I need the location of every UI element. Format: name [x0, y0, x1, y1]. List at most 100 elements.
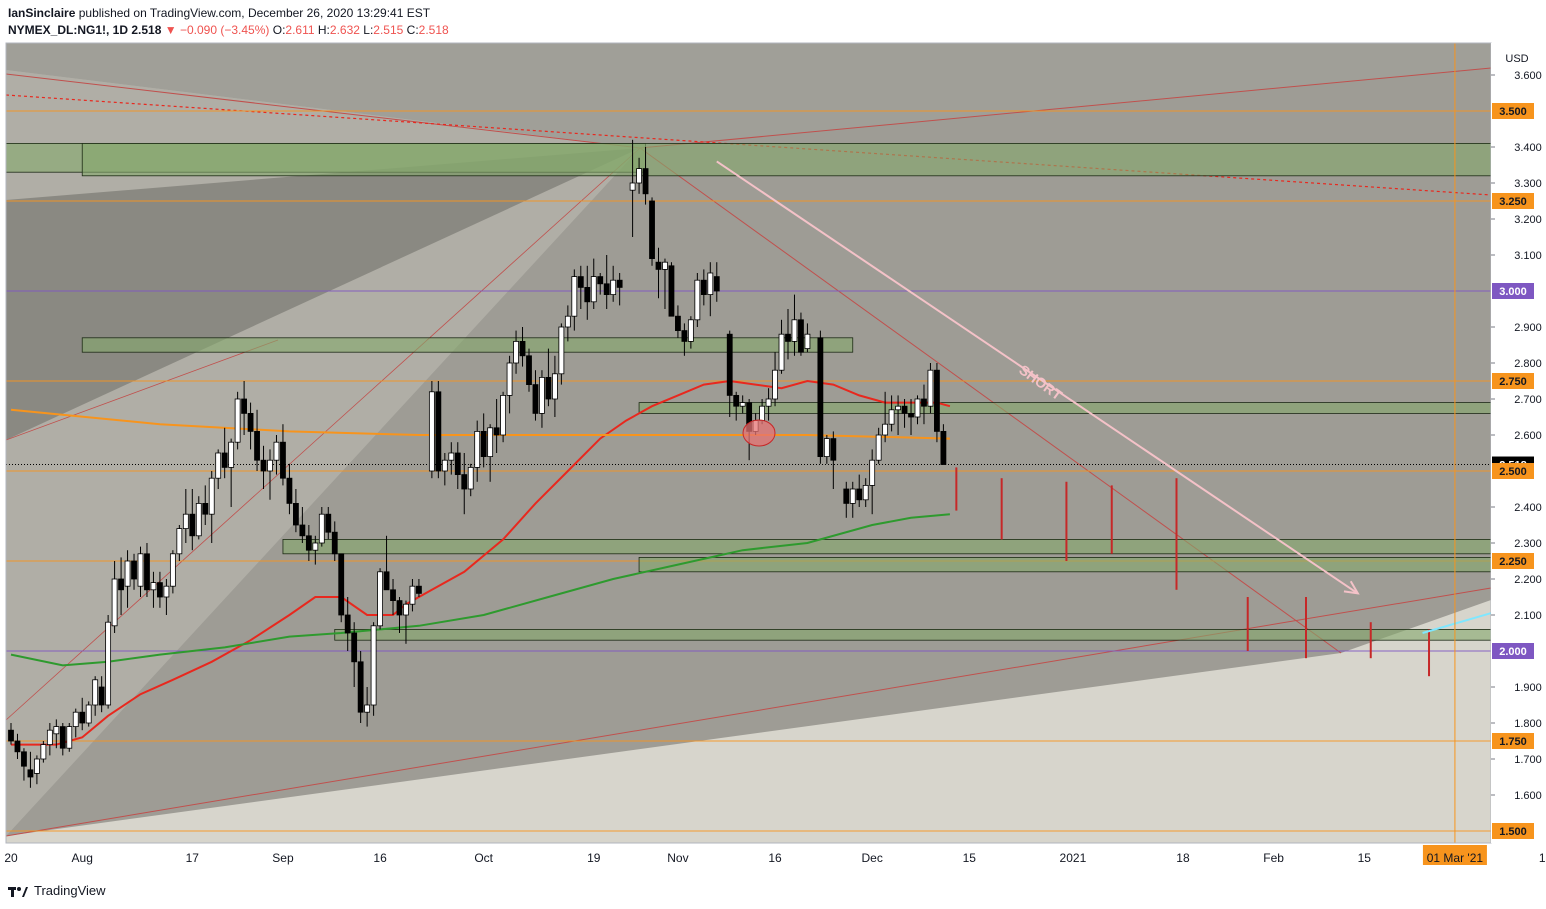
- x-tick-label: Feb: [1263, 851, 1284, 865]
- price-label-text: 1.500: [1499, 826, 1527, 838]
- candle-down: [59, 726, 66, 749]
- candle-up: [759, 405, 765, 422]
- y-tick-label: 1.900: [1514, 682, 1542, 694]
- x-tick-label: Nov: [667, 851, 688, 865]
- candle-down: [480, 430, 487, 457]
- price-label-text: 1.750: [1499, 736, 1527, 748]
- candle-up: [377, 571, 383, 627]
- candle-down: [532, 384, 539, 414]
- candle-down: [817, 337, 824, 457]
- price-label-text: 3.500: [1499, 106, 1527, 118]
- candle-down: [901, 405, 908, 414]
- candle-down: [577, 276, 584, 288]
- candle-up: [318, 513, 325, 544]
- candle-up: [150, 582, 157, 591]
- candle-up: [927, 369, 934, 407]
- price-label-text: 2.500: [1499, 466, 1527, 478]
- candle-down: [798, 319, 804, 353]
- candle-up: [772, 369, 778, 400]
- candle-up: [707, 272, 714, 296]
- candle-up: [487, 427, 494, 457]
- close-label: C:: [406, 23, 419, 37]
- low-label: L:: [363, 23, 374, 37]
- candle-up: [163, 585, 170, 598]
- candle-up: [610, 279, 617, 296]
- candle-down: [383, 571, 390, 591]
- price-axis[interactable]: USD 3.600 3.400 3.300 3.200 3.100 2.900 2.800 2…: [1491, 43, 1546, 843]
- candle-down: [461, 474, 468, 490]
- price-label-box: [1492, 373, 1534, 389]
- candle-down: [681, 330, 688, 342]
- x-tick-label: 2021: [1060, 851, 1087, 865]
- x-tick-label: 16: [373, 851, 387, 865]
- candle-down: [292, 502, 299, 526]
- green_ma-line: [10, 513, 950, 667]
- price-label-text: 2.750: [1499, 376, 1527, 388]
- candle-down: [733, 394, 740, 407]
- candle-down: [14, 740, 21, 753]
- candle-up: [137, 553, 144, 587]
- price-label-box: [1492, 103, 1534, 119]
- y-tick-label: 2.900: [1514, 322, 1542, 334]
- candle-up: [124, 560, 131, 587]
- candle-down: [584, 286, 591, 303]
- candle-up: [176, 528, 183, 555]
- candles: [8, 139, 947, 788]
- candle-up: [467, 466, 474, 490]
- price-label-text: 2.000: [1499, 646, 1527, 658]
- x-tick-label: 19: [587, 851, 601, 865]
- candle-up: [92, 679, 99, 706]
- candle-down: [649, 200, 655, 259]
- zone-rect: [638, 557, 1491, 573]
- symbol-name[interactable]: NYMEX_DL:NG1!, 1D: [8, 23, 129, 37]
- price-label-box: [1492, 193, 1534, 209]
- price-label-text: 2.250: [1499, 556, 1527, 568]
- candle-down: [668, 265, 675, 317]
- candle-up: [403, 603, 409, 616]
- candle-down: [934, 369, 940, 432]
- author-name[interactable]: IanSinclaire: [8, 6, 76, 20]
- price-label-box: [1492, 643, 1534, 659]
- candle-down: [338, 553, 345, 616]
- price-label-box: [1492, 463, 1534, 479]
- footer: TradingView: [8, 881, 106, 899]
- short-arrow-head: [1343, 580, 1360, 595]
- candle-up: [169, 553, 176, 587]
- x-tick-label: 15: [1539, 851, 1546, 865]
- last-price: 2.518: [131, 23, 162, 37]
- candle-up: [46, 729, 53, 746]
- candle-down: [396, 600, 403, 616]
- candle-up: [778, 333, 785, 371]
- time-axis[interactable]: 20 Aug 17 Sep 16 Oct 19 Nov 16 Dec 15 2021 18 Feb 15 01…: [4, 842, 1546, 873]
- candle-up: [869, 459, 876, 486]
- y-tick-label: 2.700: [1514, 394, 1542, 406]
- candle-up: [552, 373, 558, 400]
- x-tick-label: 16: [768, 851, 782, 865]
- candle-down: [79, 711, 86, 724]
- tradingview-logo-icon[interactable]: [8, 884, 28, 897]
- cyan-trendline: [1422, 612, 1491, 634]
- highlight-circle: [742, 419, 776, 447]
- y-tick-label: 2.300: [1514, 538, 1542, 550]
- published-text: published on TradingView.com, December 2…: [78, 6, 431, 20]
- candle-up: [228, 441, 235, 468]
- candle-up: [215, 452, 222, 479]
- candle-up: [105, 621, 112, 706]
- candle-down: [247, 412, 254, 432]
- price-change: −0.090 (−3.45%): [179, 23, 270, 37]
- y-tick-label: 1.700: [1514, 754, 1542, 766]
- y-tick-label: 2.200: [1514, 574, 1542, 586]
- candle-up: [687, 319, 694, 342]
- y-tick-label: 2.600: [1514, 430, 1542, 442]
- wedge-shading: [6, 43, 1491, 837]
- candle-up: [267, 459, 273, 472]
- candle-down: [144, 553, 150, 591]
- candle-down: [8, 729, 14, 742]
- short-arrow-line: [716, 160, 1359, 595]
- candle-up: [40, 744, 47, 760]
- candle-down: [254, 430, 260, 461]
- brand-name[interactable]: TradingView: [34, 882, 106, 898]
- candle-up: [895, 405, 901, 411]
- candle-up: [694, 279, 701, 321]
